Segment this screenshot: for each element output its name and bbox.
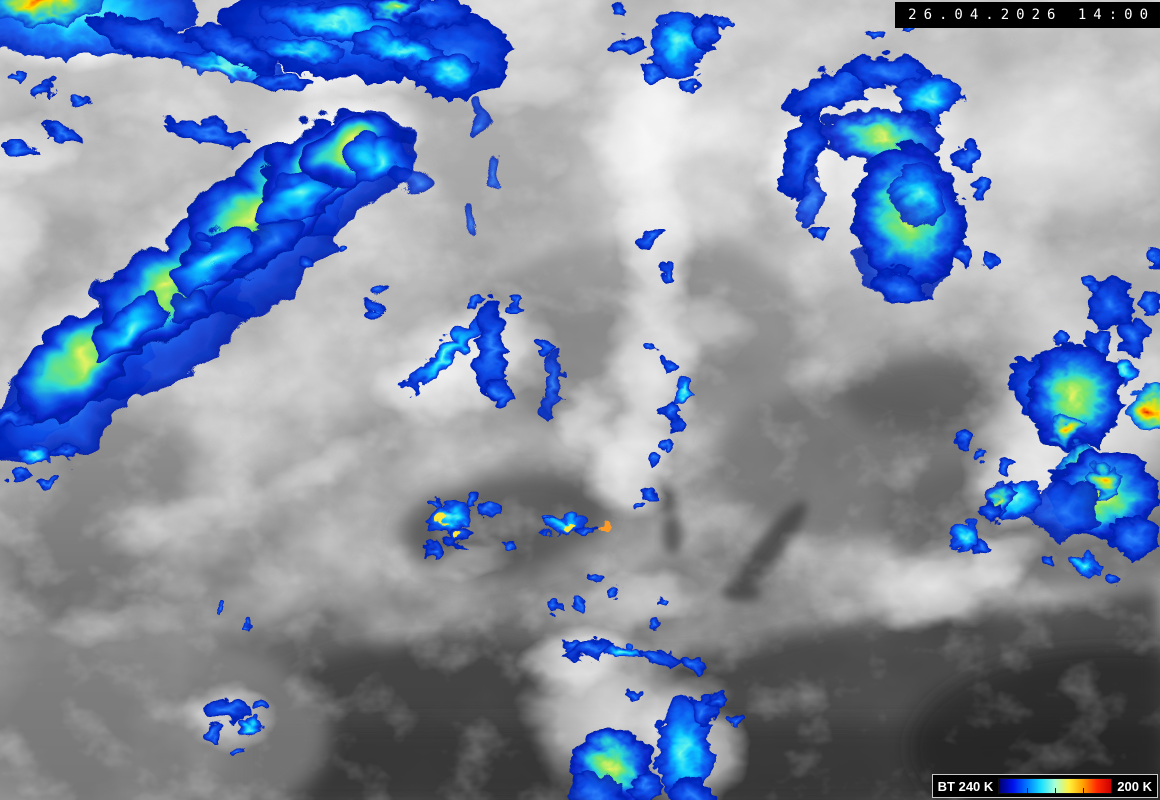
storm-top-left-corner bbox=[0, 0, 308, 101]
colorbar-right-label: 200 K bbox=[1117, 778, 1152, 794]
colorbar-left-label: BT 240 K bbox=[937, 778, 994, 794]
shower-cells-west-atlantic bbox=[200, 599, 264, 751]
storm-front-atlantic-band bbox=[0, 98, 484, 463]
specks-left-edge bbox=[0, 403, 72, 484]
timestamp-text: 26.04.2026 14:00 bbox=[908, 7, 1155, 23]
convection-north-africa bbox=[542, 567, 737, 800]
colorbar-legend: BT 240 K 200 K bbox=[931, 774, 1158, 798]
timestamp-overlay: 26.04.2026 14:00 bbox=[895, 2, 1160, 28]
cloud-band-north bbox=[0, 0, 508, 152]
convective-complex-east bbox=[944, 245, 1160, 584]
cold-patch-top-center bbox=[605, 0, 727, 86]
comma-cloud-eastern-europe bbox=[777, 21, 993, 299]
apennine-specks bbox=[631, 223, 686, 510]
convective-cells-iberia bbox=[418, 488, 606, 552]
alpine-streaks bbox=[399, 291, 558, 418]
colorbar-gradient bbox=[998, 778, 1113, 794]
